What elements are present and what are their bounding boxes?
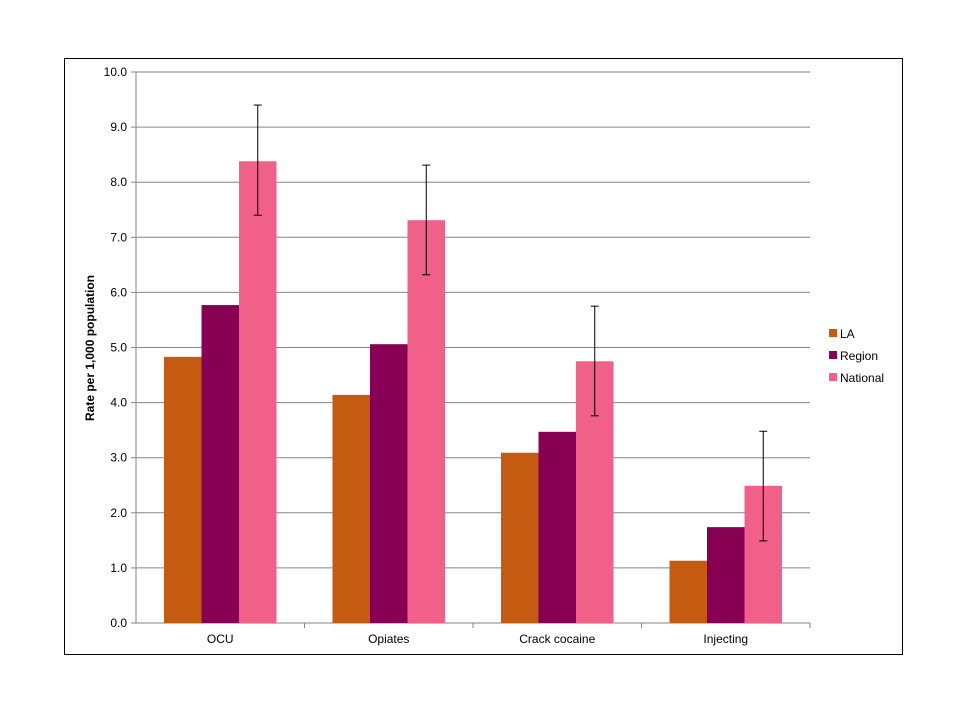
chart-frame xyxy=(64,58,903,655)
bar-region xyxy=(201,305,239,623)
bar-region xyxy=(707,527,745,623)
bar-la xyxy=(332,394,370,623)
y-tick-label: 10.0 xyxy=(104,65,128,79)
legend-swatch-national xyxy=(829,373,837,381)
x-tick-label: Crack cocaine xyxy=(519,632,595,646)
y-tick-label: 6.0 xyxy=(110,285,127,299)
legend-label-region: Region xyxy=(840,349,878,363)
x-tick-label: Injecting xyxy=(703,632,748,646)
bar-la xyxy=(164,356,202,623)
legend-swatch-la xyxy=(829,329,837,337)
y-tick-label: 5.0 xyxy=(110,341,127,355)
bar-national xyxy=(239,161,277,623)
bar-la xyxy=(501,452,539,623)
y-tick-label: 8.0 xyxy=(110,175,127,189)
x-tick-label: Opiates xyxy=(368,632,409,646)
y-tick-label: 1.0 xyxy=(110,561,127,575)
y-tick-label: 9.0 xyxy=(110,120,127,134)
bar-region xyxy=(538,431,576,623)
y-tick-label: 3.0 xyxy=(110,451,127,465)
y-tick-label: 4.0 xyxy=(110,396,127,410)
y-tick-label: 0.0 xyxy=(110,616,127,630)
bar-national xyxy=(407,220,445,623)
y-tick-label: 2.0 xyxy=(110,506,127,520)
bar-la xyxy=(669,560,707,623)
legend-label-national: National xyxy=(840,371,884,385)
y-tick-label: 7.0 xyxy=(110,230,127,244)
legend-label-la: LA xyxy=(840,327,855,341)
bar-region xyxy=(370,344,408,623)
y-axis-label: Rate per 1,000 population xyxy=(83,275,97,421)
x-tick-label: OCU xyxy=(207,632,234,646)
legend-swatch-region xyxy=(829,351,837,359)
